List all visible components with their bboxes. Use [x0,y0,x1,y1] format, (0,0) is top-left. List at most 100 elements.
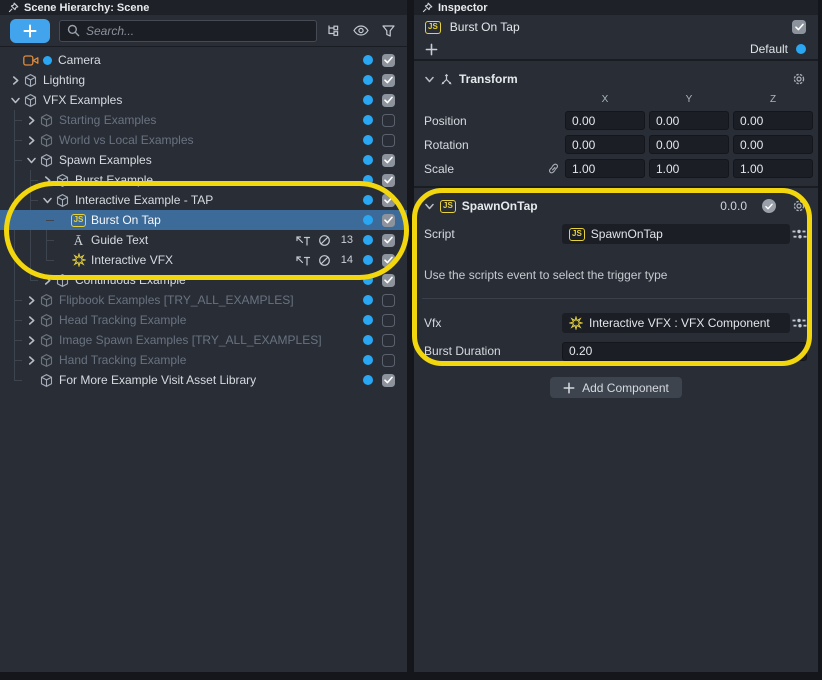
visibility-checkbox[interactable] [382,273,395,287]
search-box[interactable] [59,19,317,42]
screen-transform-icon[interactable] [295,234,311,247]
tree-row-continuous-example[interactable]: Continuous Example [0,270,407,290]
tree-row-burst-example[interactable]: Burst Example [0,170,407,190]
status-dot[interactable] [363,375,373,385]
tree-row-camera[interactable]: Camera [0,50,407,70]
status-dot[interactable] [363,215,373,225]
transform-section-header[interactable]: Transform [414,67,818,91]
rotation-x-input[interactable] [565,135,645,154]
tree-row-starting-examples[interactable]: Starting Examples [0,110,407,130]
tree-row-burst-on-tap[interactable]: JS Burst On Tap [0,210,407,230]
layer-label[interactable]: Default [749,42,788,56]
render-disabled-icon[interactable] [318,234,331,247]
visibility-checkbox[interactable] [382,313,395,327]
tree-row-interactive-example-tap[interactable]: Interactive Example - TAP [0,190,407,210]
visibility-checkbox[interactable] [382,193,395,207]
chevron-right-icon[interactable] [24,115,38,125]
script-field[interactable]: JS SpawnOnTap [562,224,790,244]
chevron-right-icon[interactable] [24,355,38,365]
scene-object-icon [38,333,55,348]
status-dot[interactable] [363,135,373,145]
status-dot[interactable] [363,95,373,105]
scale-y-input[interactable] [649,159,729,178]
filter-icon[interactable] [382,24,395,37]
visibility-checkbox[interactable] [382,293,395,307]
status-dot[interactable] [363,295,373,305]
status-dot[interactable] [363,275,373,285]
tree-row-vfx-examples[interactable]: VFX Examples [0,90,407,110]
scale-z-input[interactable] [733,159,813,178]
visibility-checkbox[interactable] [382,113,395,127]
tree-row-world-vs-local-examples[interactable]: World vs Local Examples [0,130,407,150]
tree-row-lighting[interactable]: Lighting [0,70,407,90]
status-dot[interactable] [363,335,373,345]
tree-row-head-tracking-example[interactable]: Head Tracking Example [0,310,407,330]
burst-duration-input[interactable] [562,341,807,361]
render-disabled-icon[interactable] [318,254,331,267]
status-dot[interactable] [363,195,373,205]
vfx-field[interactable]: Interactive VFX : VFX Component [562,313,790,333]
chevron-right-icon[interactable] [8,75,22,85]
scale-x-input[interactable] [565,159,645,178]
visibility-checkbox[interactable] [382,73,395,87]
transform-gear-icon[interactable] [792,72,806,86]
chevron-down-icon[interactable] [8,96,22,105]
component-enabled-checkbox[interactable] [762,199,776,213]
entity-enabled-checkbox[interactable] [792,20,806,34]
chevron-right-icon[interactable] [24,295,38,305]
scale-link-icon[interactable] [546,162,561,175]
visibility-checkbox[interactable] [382,213,395,227]
visibility-eye-icon[interactable] [353,25,369,36]
status-dot[interactable] [363,155,373,165]
add-object-button[interactable] [10,18,50,43]
layer-color-dot[interactable] [796,44,806,54]
add-tag-button[interactable] [425,43,438,56]
chevron-right-icon[interactable] [40,175,54,185]
tree-row-guide-text[interactable]: Ā Guide Text 13 [0,230,407,250]
screen-transform-icon[interactable] [295,254,311,267]
visibility-checkbox[interactable] [382,153,395,167]
chevron-right-icon[interactable] [24,315,38,325]
visibility-checkbox[interactable] [382,353,395,367]
visibility-checkbox[interactable] [382,173,395,187]
status-dot[interactable] [363,235,373,245]
script-connections-icon[interactable] [792,228,807,240]
chevron-right-icon[interactable] [40,275,54,285]
visibility-checkbox[interactable] [382,333,395,347]
hierarchy-view-icon[interactable] [326,24,340,37]
visibility-checkbox[interactable] [382,93,395,107]
position-z-input[interactable] [733,111,813,130]
visibility-checkbox[interactable] [382,373,395,387]
visibility-checkbox[interactable] [382,253,395,267]
visibility-checkbox[interactable] [382,233,395,247]
tree-row-for-more-example-visit-asset-library[interactable]: For More Example Visit Asset Library [0,370,407,390]
search-input[interactable] [86,23,309,38]
visibility-checkbox[interactable] [382,133,395,147]
status-dot[interactable] [363,75,373,85]
add-component-button[interactable]: Add Component [550,377,682,398]
status-dot[interactable] [363,355,373,365]
position-y-input[interactable] [649,111,729,130]
chevron-right-icon[interactable] [24,135,38,145]
chevron-down-icon[interactable] [40,196,54,205]
tree-row-image-spawn-examples-try-all-examples[interactable]: Image Spawn Examples [TRY_ALL_EXAMPLES] [0,330,407,350]
status-dot[interactable] [363,315,373,325]
tree-row-spawn-examples[interactable]: Spawn Examples [0,150,407,170]
tree-row-interactive-vfx[interactable]: Interactive VFX 14 [0,250,407,270]
tree-row-flipbook-examples-try-all-examples[interactable]: Flipbook Examples [TRY_ALL_EXAMPLES] [0,290,407,310]
tree-row-hand-tracking-example[interactable]: Hand Tracking Example [0,350,407,370]
vfx-connections-icon[interactable] [792,317,807,329]
status-dot[interactable] [363,255,373,265]
status-dot[interactable] [363,55,373,65]
status-dot[interactable] [363,175,373,185]
chevron-right-icon[interactable] [24,335,38,345]
visibility-checkbox[interactable] [382,53,395,67]
rotation-z-input[interactable] [733,135,813,154]
chevron-down-icon[interactable] [24,156,38,165]
component-gear-icon[interactable] [792,199,806,213]
rotation-y-input[interactable] [649,135,729,154]
position-x-input[interactable] [565,111,645,130]
status-dot[interactable] [363,115,373,125]
spawnontap-section-header[interactable]: JS SpawnOnTap 0.0.0 [414,194,818,218]
transform-title: Transform [459,72,518,86]
